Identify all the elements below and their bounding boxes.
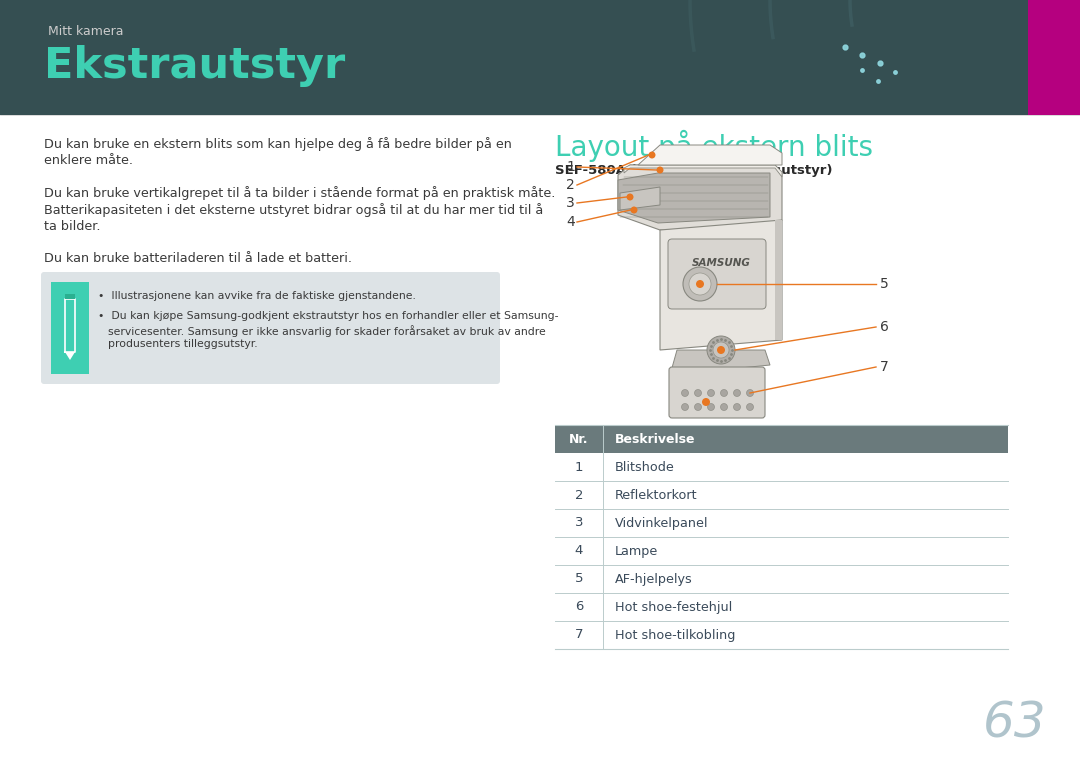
Bar xyxy=(555,509,1008,537)
Text: Mitt kamera: Mitt kamera xyxy=(48,25,123,38)
Polygon shape xyxy=(670,350,770,375)
Text: 6: 6 xyxy=(575,601,583,614)
FancyBboxPatch shape xyxy=(669,367,765,418)
Text: Du kan bruke batteriladeren til å lade et batteri.: Du kan bruke batteriladeren til å lade e… xyxy=(44,252,352,265)
Text: 1: 1 xyxy=(575,461,583,474)
Polygon shape xyxy=(65,352,75,360)
Polygon shape xyxy=(775,220,782,340)
Circle shape xyxy=(733,403,741,411)
Circle shape xyxy=(717,346,725,354)
Bar xyxy=(555,621,1008,649)
Circle shape xyxy=(694,389,702,396)
Text: Beskrivelse: Beskrivelse xyxy=(615,432,696,445)
Text: •  Illustrasjonene kan avvike fra de faktiske gjenstandene.: • Illustrasjonene kan avvike fra de fakt… xyxy=(98,291,416,301)
Circle shape xyxy=(707,389,715,396)
Circle shape xyxy=(720,389,728,396)
Text: Layout på ekstern blits: Layout på ekstern blits xyxy=(555,130,873,162)
Circle shape xyxy=(696,280,704,288)
Bar xyxy=(555,453,1008,481)
Text: servicesenter. Samsung er ikke ansvarlig for skader forårsaket av bruk av andre: servicesenter. Samsung er ikke ansvarlig… xyxy=(108,325,545,337)
Circle shape xyxy=(707,403,715,411)
Text: SAMSUNG: SAMSUNG xyxy=(691,258,751,268)
FancyBboxPatch shape xyxy=(669,239,766,309)
Text: 4: 4 xyxy=(575,545,583,558)
Text: Ekstrautstyr: Ekstrautstyr xyxy=(44,45,346,87)
Bar xyxy=(0,0,1080,115)
Text: 7: 7 xyxy=(880,360,889,374)
Text: 7: 7 xyxy=(575,629,583,642)
Text: 2: 2 xyxy=(575,489,583,502)
Text: Nr.: Nr. xyxy=(569,432,589,445)
Text: 6: 6 xyxy=(880,320,889,334)
Circle shape xyxy=(707,336,735,364)
Circle shape xyxy=(746,403,754,411)
Text: Blitshode: Blitshode xyxy=(615,461,675,474)
Circle shape xyxy=(648,151,656,158)
Bar xyxy=(1028,0,1080,115)
Text: 63: 63 xyxy=(983,699,1047,747)
Circle shape xyxy=(681,389,689,396)
Circle shape xyxy=(733,389,741,396)
FancyBboxPatch shape xyxy=(41,272,500,384)
Text: 3: 3 xyxy=(575,516,583,529)
Bar xyxy=(51,282,89,374)
Polygon shape xyxy=(660,220,782,350)
Circle shape xyxy=(631,207,637,213)
Circle shape xyxy=(694,403,702,411)
Text: AF-hjelpelys: AF-hjelpelys xyxy=(615,572,692,585)
Text: Batterikapasiteten i det eksterne utstyret bidrar også til at du har mer tid til: Batterikapasiteten i det eksterne utstyr… xyxy=(44,203,543,217)
Polygon shape xyxy=(638,145,782,165)
Text: Hot shoe-tilkobling: Hot shoe-tilkobling xyxy=(615,629,735,642)
Text: Vidvinkelpanel: Vidvinkelpanel xyxy=(615,516,708,529)
Circle shape xyxy=(720,403,728,411)
Text: 2: 2 xyxy=(566,178,575,192)
Circle shape xyxy=(689,273,711,295)
Bar xyxy=(555,481,1008,509)
Polygon shape xyxy=(620,187,660,210)
Text: •  Du kan kjøpe Samsung-godkjent ekstrautstyr hos en forhandler eller et Samsung: • Du kan kjøpe Samsung-godkjent ekstraut… xyxy=(98,311,558,321)
Text: Du kan bruke en ekstern blits som kan hjelpe deg å få bedre bilder på en: Du kan bruke en ekstern blits som kan hj… xyxy=(44,137,512,151)
Bar xyxy=(65,294,75,299)
Polygon shape xyxy=(624,165,782,177)
Text: ta bilder.: ta bilder. xyxy=(44,220,100,233)
Text: Hot shoe-festehjul: Hot shoe-festehjul xyxy=(615,601,732,614)
Text: 3: 3 xyxy=(566,196,575,210)
Bar xyxy=(555,425,1008,453)
Bar xyxy=(555,593,1008,621)
Polygon shape xyxy=(618,173,770,223)
Circle shape xyxy=(657,167,663,174)
Text: Lampe: Lampe xyxy=(615,545,658,558)
Circle shape xyxy=(683,267,717,301)
Circle shape xyxy=(702,398,710,406)
Circle shape xyxy=(681,403,689,411)
Text: 5: 5 xyxy=(575,572,583,585)
Circle shape xyxy=(713,342,729,358)
Text: Reflektorkort: Reflektorkort xyxy=(615,489,698,502)
Text: 1: 1 xyxy=(566,160,575,174)
Text: produsenters tilleggsutstyr.: produsenters tilleggsutstyr. xyxy=(108,339,258,349)
Polygon shape xyxy=(618,165,782,230)
Bar xyxy=(555,565,1008,593)
Text: Du kan bruke vertikalgrepet til å ta bilder i stående format på en praktisk måte: Du kan bruke vertikalgrepet til å ta bil… xyxy=(44,186,555,200)
Bar xyxy=(555,537,1008,565)
Text: enklere måte.: enklere måte. xyxy=(44,154,133,167)
Text: SEF-580A (eksempel) (tilleggsutstyr): SEF-580A (eksempel) (tilleggsutstyr) xyxy=(555,164,833,177)
Circle shape xyxy=(626,194,634,200)
Circle shape xyxy=(746,389,754,396)
Text: 4: 4 xyxy=(566,215,575,229)
Text: 5: 5 xyxy=(880,277,889,291)
